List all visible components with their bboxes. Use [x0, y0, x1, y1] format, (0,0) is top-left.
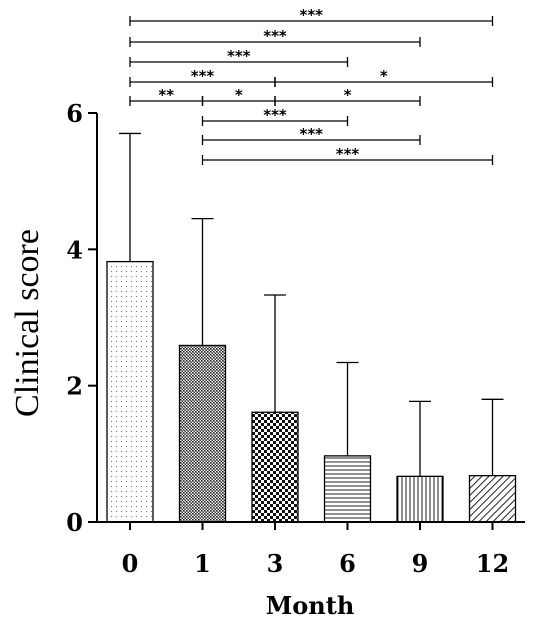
- sig-label-1-9: ***: [299, 125, 323, 143]
- sig-bracket-1-6: ***: [201, 106, 349, 126]
- y-tick-label-6: 6: [66, 99, 83, 128]
- axes: 0 2 4 6 0 1 3 6 9 12: [66, 99, 525, 578]
- x-tick-label-9: 9: [412, 549, 429, 578]
- sig-bracket-3-9: *: [274, 86, 421, 106]
- y-tick-label-4: 4: [66, 235, 83, 264]
- sig-bracket-0-12: ***: [129, 6, 494, 26]
- x-axis-title: Month: [266, 591, 355, 620]
- sig-bracket-1-12: ***: [201, 145, 494, 165]
- y-tick-label-0: 0: [66, 508, 83, 537]
- bar-6: [323, 455, 372, 523]
- sig-bracket-1-3: *: [201, 86, 276, 106]
- bar-0: [106, 260, 154, 523]
- sig-label-0-3: ***: [191, 67, 215, 85]
- sig-label-0-1: **: [158, 86, 174, 104]
- sig-bracket-0-3: ***: [129, 67, 276, 87]
- bar-3: [251, 411, 299, 523]
- sig-label-0-12: ***: [299, 6, 323, 24]
- y-tick-label-2: 2: [66, 372, 83, 401]
- sig-bracket-0-1: **: [129, 86, 204, 106]
- y-axis-title: Clinical score: [9, 229, 46, 417]
- x-tick-label-3: 3: [267, 549, 284, 578]
- sig-bracket-0-9: ***: [129, 27, 421, 47]
- bar-1: [178, 344, 227, 523]
- sig-label-1-3: *: [235, 86, 243, 104]
- bars: [106, 132, 517, 523]
- x-tick-label-0: 0: [122, 549, 139, 578]
- sig-label-1-12: ***: [336, 145, 360, 163]
- bar-9: [396, 475, 444, 523]
- x-tick-label-1: 1: [194, 549, 211, 578]
- significance-brackets: ************ *** * **********: [129, 6, 494, 165]
- sig-bracket-1-9: ***: [201, 125, 421, 145]
- sig-label-0-9: ***: [263, 27, 287, 45]
- sig-label-1-6: ***: [263, 106, 287, 124]
- sig-label-3-12: *: [380, 67, 388, 85]
- x-tick-label-6: 6: [339, 549, 356, 578]
- x-tick-label-12: 12: [476, 549, 509, 578]
- sig-bracket-3-12: *: [274, 67, 494, 87]
- sig-label-3-9: *: [344, 86, 352, 104]
- sig-label-0-6: ***: [227, 47, 251, 65]
- sig-bracket-0-6: ***: [129, 47, 349, 67]
- bar-12: [468, 474, 517, 523]
